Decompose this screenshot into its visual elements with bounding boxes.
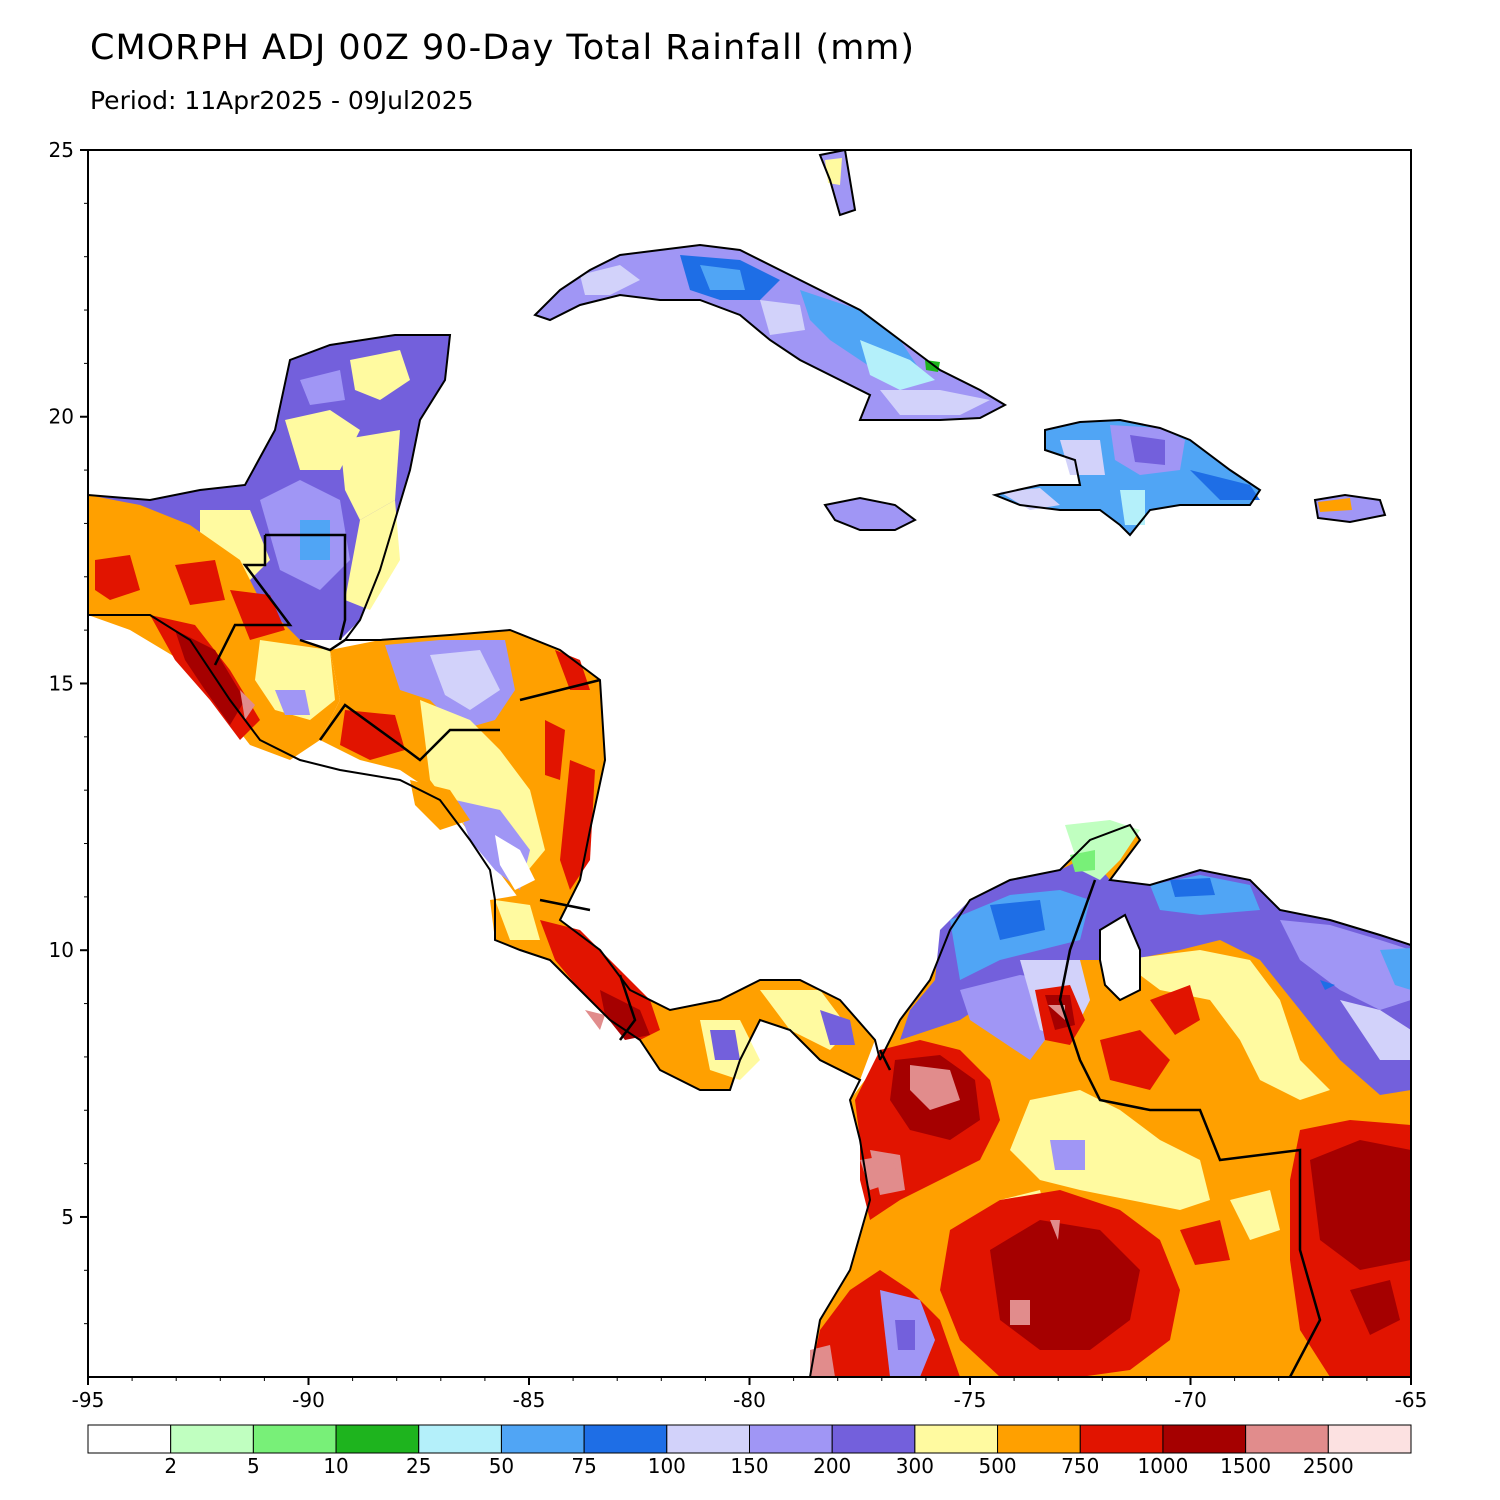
colorbar-label: 75 xyxy=(571,1454,596,1478)
x-tick-label: -85 xyxy=(513,1388,546,1412)
colorbar-swatch xyxy=(1162,1424,1247,1454)
colorbar-label: 10 xyxy=(323,1454,348,1478)
x-tick-label: -80 xyxy=(733,1388,766,1412)
y-tick-label: 15 xyxy=(49,671,74,695)
y-tick-label: 10 xyxy=(49,938,74,962)
colorbar-swatch xyxy=(583,1424,668,1454)
colorbar-swatch xyxy=(1327,1424,1412,1454)
x-axis: -95 -90 -85 -80 -75 -70 -65 xyxy=(72,1377,1428,1412)
hispaniola-region xyxy=(995,420,1260,535)
colorbar-swatch xyxy=(335,1424,420,1454)
colorbar-label: 150 xyxy=(730,1454,768,1478)
x-tick-label: -95 xyxy=(72,1388,105,1412)
colorbar: 2 5 10 25 50 75 100 150 200 300 500 750 1000 1500 2500 xyxy=(87,1424,1412,1478)
colorbar-swatch xyxy=(418,1424,502,1454)
colorbar-swatch xyxy=(666,1424,750,1454)
colorbar-label: 1000 xyxy=(1137,1454,1188,1478)
colorbar-swatch xyxy=(914,1424,999,1454)
colorbar-swatch xyxy=(170,1424,254,1454)
colorbar-label: 500 xyxy=(978,1454,1016,1478)
honduras-nicaragua-region xyxy=(320,630,605,920)
colorbar-label: 2500 xyxy=(1303,1454,1354,1478)
colorbar-label: 300 xyxy=(896,1454,934,1478)
colorbar-swatch xyxy=(749,1424,833,1454)
x-tick-label: -70 xyxy=(1174,1388,1207,1412)
colorbar-swatch xyxy=(252,1424,337,1454)
map-period: Period: 11Apr2025 - 09Jul2025 xyxy=(90,86,474,115)
map-title: CMORPH ADJ 00Z 90-Day Total Rainfall (mm… xyxy=(90,28,916,68)
colorbar-label: 25 xyxy=(406,1454,431,1478)
x-tick-label: -90 xyxy=(292,1388,325,1412)
colorbar-swatch xyxy=(997,1424,1081,1454)
colorbar-swatch xyxy=(831,1424,916,1454)
y-tick-label: 25 xyxy=(49,138,74,162)
map-plot-area xyxy=(88,150,1411,1377)
colorbar-swatch xyxy=(1079,1424,1164,1454)
coastlines xyxy=(88,150,1411,1377)
southern-mexico-region xyxy=(88,495,340,760)
puerto-rico-region xyxy=(1315,495,1385,522)
y-tick-label: 5 xyxy=(61,1205,74,1229)
colorbar-swatch xyxy=(500,1424,585,1454)
colorbar-label: 50 xyxy=(489,1454,514,1478)
colorbar-label: 100 xyxy=(648,1454,686,1478)
x-tick-label: -75 xyxy=(954,1388,987,1412)
cuba-region xyxy=(535,150,1005,420)
colorbar-label: 5 xyxy=(247,1454,260,1478)
colorbar-label: 200 xyxy=(813,1454,851,1478)
y-axis: 25 20 15 10 5 xyxy=(49,138,88,1325)
x-tick-label: -65 xyxy=(1395,1388,1428,1412)
colorbar-swatch xyxy=(1245,1424,1329,1454)
colorbar-label: 2 xyxy=(164,1454,177,1478)
y-tick-label: 20 xyxy=(49,405,74,429)
colorbar-swatch xyxy=(87,1424,172,1454)
jamaica-region xyxy=(825,498,915,530)
colorbar-label: 1500 xyxy=(1220,1454,1271,1478)
costa-rica-panama-region xyxy=(490,895,875,1090)
country-borders xyxy=(213,533,1322,1377)
colorbar-label: 750 xyxy=(1061,1454,1099,1478)
